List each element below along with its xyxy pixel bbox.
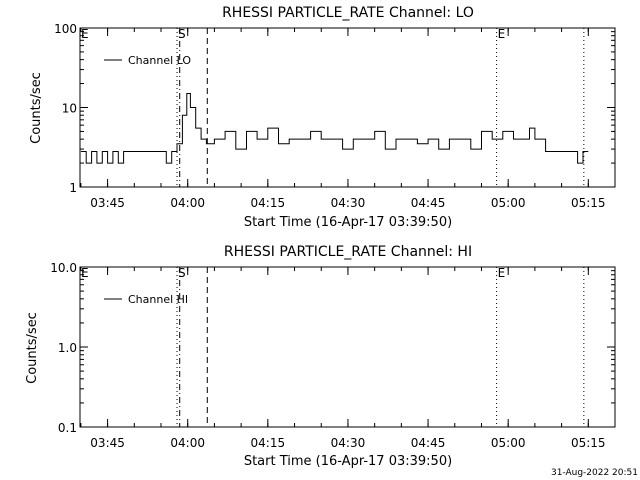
x-tick-label: 04:15 xyxy=(251,196,286,210)
chart-lo-plot-frame xyxy=(79,27,616,188)
chart-lo-x-axis-title: Start Time (16-Apr-17 03:39:50) xyxy=(244,215,452,230)
x-tick-label: 05:00 xyxy=(491,196,526,210)
y-tick-label: 10 xyxy=(62,102,77,116)
y-tick-label: 100 xyxy=(54,22,77,36)
x-tick-label: 05:15 xyxy=(571,196,606,210)
event-marker-label: E xyxy=(498,266,506,280)
x-tick-label: 04:15 xyxy=(251,436,286,450)
chart-hi-title: RHESSI PARTICLE_RATE Channel: HI xyxy=(224,244,472,260)
event-marker-label: S xyxy=(178,266,186,280)
x-tick-label: 04:30 xyxy=(331,196,366,210)
series-line-channel-lo xyxy=(80,93,589,164)
x-tick-label: 04:00 xyxy=(170,436,205,450)
event-marker-label: E xyxy=(81,266,89,280)
chart-hi-y-axis-title: Counts/sec xyxy=(25,312,40,384)
chart-lo-y-axis-title: Counts/sec xyxy=(29,72,44,144)
y-tick-label: 1.0 xyxy=(58,341,77,355)
event-marker-label: E xyxy=(498,27,506,41)
chart-lo-y-ticks: 1 10 100 xyxy=(54,22,615,195)
chart-hi-x-axis-title: Start Time (16-Apr-17 03:39:50) xyxy=(244,454,452,469)
chart-lo-legend-label: Channel LO xyxy=(128,54,191,67)
chart-lo: RHESSI PARTICLE_RATE Channel: LO Counts/… xyxy=(29,5,616,230)
chart-lo-series xyxy=(80,93,589,164)
chart-hi-y-ticks: 0.1 1.0 10.0 xyxy=(50,261,615,435)
footer-date: 31-Aug-2022 20:51 xyxy=(551,468,638,478)
chart-lo-legend: Channel LO xyxy=(104,54,191,67)
x-tick-label: 04:45 xyxy=(411,196,446,210)
chart-hi-plot-frame xyxy=(79,266,616,428)
x-tick-label: 03:45 xyxy=(90,436,125,450)
event-marker-label: E xyxy=(81,27,89,41)
x-tick-label: 03:45 xyxy=(90,196,125,210)
x-tick-label: 04:30 xyxy=(331,436,366,450)
event-marker-label: S xyxy=(178,27,186,41)
chart-lo-x-ticks: 03:45 04:00 04:15 04:30 04:45 05:00 05:15 xyxy=(80,28,616,210)
x-tick-label: 04:45 xyxy=(411,436,446,450)
x-tick-label: 05:00 xyxy=(491,436,526,450)
x-tick-label: 05:15 xyxy=(571,436,606,450)
y-tick-label: 1 xyxy=(69,181,77,195)
chart-hi-legend-label: Channel HI xyxy=(128,293,188,306)
chart-hi: RHESSI PARTICLE_RATE Channel: HI Counts/… xyxy=(25,244,616,469)
chart-lo-title: RHESSI PARTICLE_RATE Channel: LO xyxy=(222,5,474,21)
chart-hi-x-ticks: 03:45 04:00 04:15 04:30 04:45 05:00 05:15 xyxy=(80,267,616,450)
y-tick-label: 10.0 xyxy=(50,261,77,275)
chart-hi-legend: Channel HI xyxy=(104,293,188,306)
y-tick-label: 0.1 xyxy=(58,421,77,435)
x-tick-label: 04:00 xyxy=(170,196,205,210)
